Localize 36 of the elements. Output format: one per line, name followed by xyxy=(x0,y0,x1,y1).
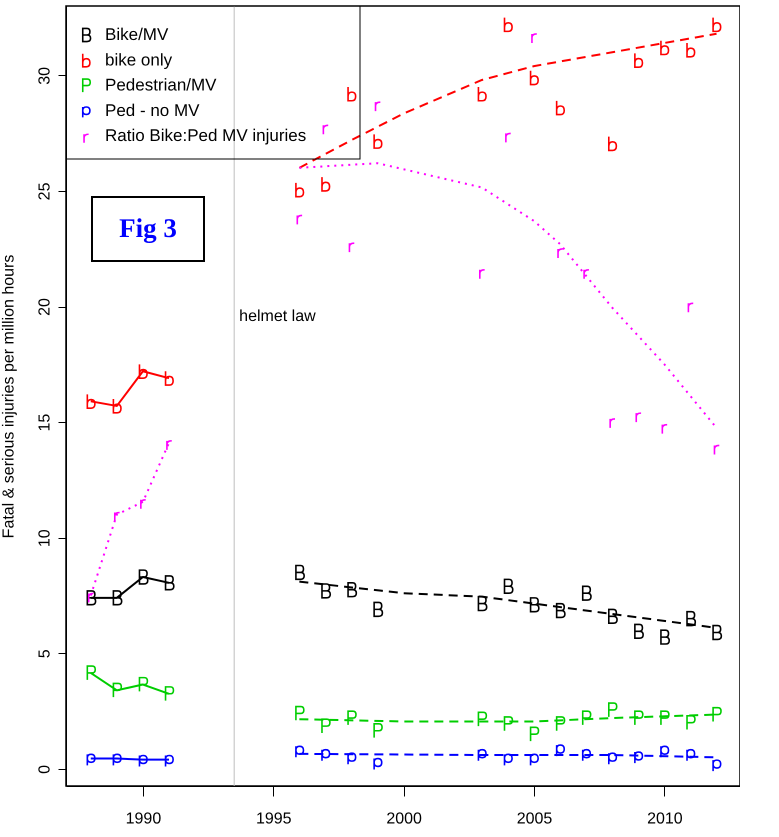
point xyxy=(112,754,122,766)
point xyxy=(478,748,487,762)
y-tick-label: 5 xyxy=(36,649,54,658)
point xyxy=(712,759,722,772)
legend-label: Ped - no MV xyxy=(105,100,200,120)
x-tick-label: 1990 xyxy=(126,810,162,828)
x-tick-label: 2000 xyxy=(386,810,422,828)
point xyxy=(321,748,330,762)
point xyxy=(608,752,618,766)
point xyxy=(295,745,304,758)
point xyxy=(347,752,356,766)
y-tick-label: 10 xyxy=(36,529,54,548)
y-tick-label: 30 xyxy=(36,66,54,85)
y-tick-label: 20 xyxy=(36,298,54,316)
point xyxy=(556,744,566,757)
x-tick-label: 2010 xyxy=(647,810,683,828)
x-tick-label: 2005 xyxy=(516,810,552,828)
y-tick-label: 15 xyxy=(36,414,54,432)
point xyxy=(582,748,592,762)
point xyxy=(138,754,148,768)
y-tick-label: 0 xyxy=(36,764,54,774)
y-axis-title: Fatal & serious injuries per million hours xyxy=(0,254,18,538)
point xyxy=(686,748,696,762)
annotation: Fig 3 xyxy=(119,213,177,243)
point xyxy=(504,754,513,766)
point xyxy=(530,754,539,766)
legend-label: Bike/MV xyxy=(105,25,169,44)
point xyxy=(373,758,383,770)
legend-label: Pedestrian/MV xyxy=(105,76,218,95)
x-tick-label: 1995 xyxy=(256,810,292,828)
legend-label: Ratio Bike:Ped MV injuries xyxy=(105,126,306,146)
legend-label: bike only xyxy=(105,50,173,70)
point xyxy=(660,745,670,758)
point xyxy=(634,751,644,764)
ref-line-label: helmet law xyxy=(239,308,316,325)
y-tick-label: 25 xyxy=(36,182,54,200)
